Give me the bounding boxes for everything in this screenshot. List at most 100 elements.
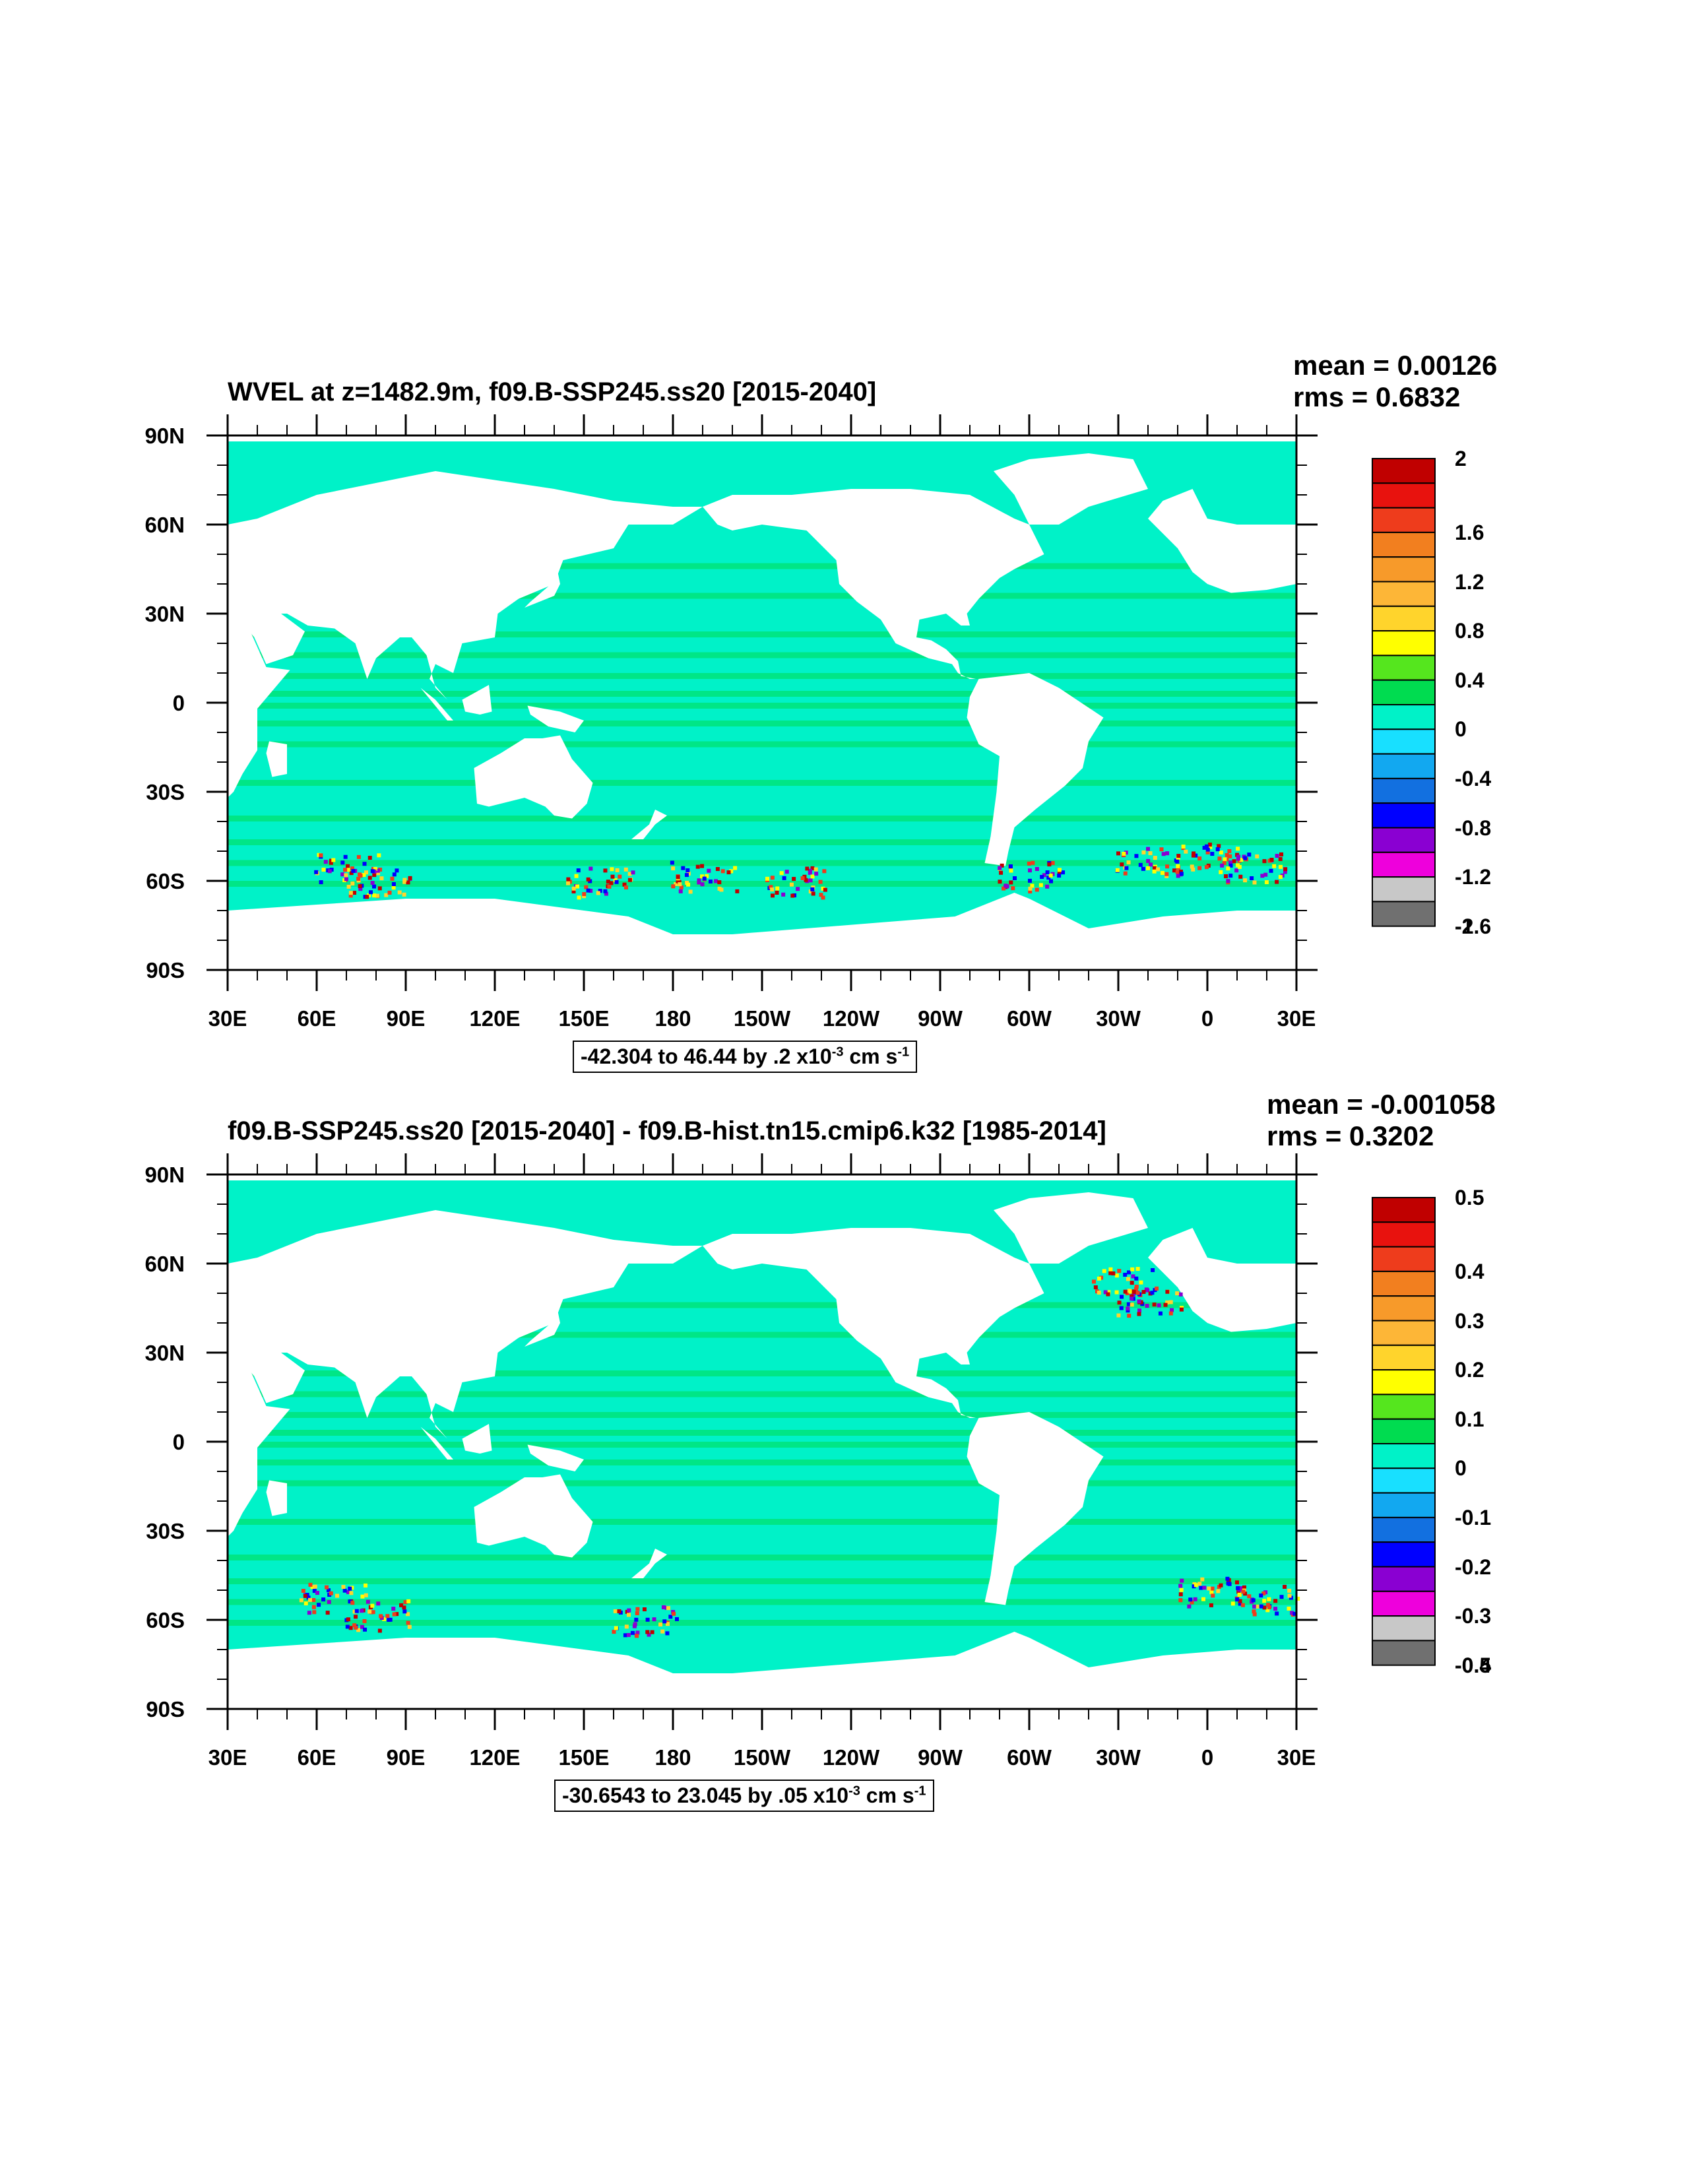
eddy-speck [790,893,795,898]
eddy-speck [606,880,610,884]
eddy-speck [645,1630,650,1634]
eddy-speck [714,879,718,883]
eddy-speck [390,876,395,881]
eddy-speck [1008,864,1013,868]
eddy-speck [632,1624,637,1628]
land [420,688,453,721]
eddy-speck [303,1593,307,1598]
eddy-speck [1235,1597,1240,1602]
eddy-speck [1126,1270,1131,1275]
eddy-speck [775,891,779,895]
eddy-speck [685,868,690,872]
eddy-speck [1097,1291,1101,1295]
eddy-speck [623,1633,627,1638]
land [703,489,1044,679]
eddy-speck [678,882,682,887]
ocean-band [228,1370,1296,1376]
eddy-speck [1197,856,1202,861]
eddy-speck [1215,847,1220,852]
lon-tick-label: 120W [823,1006,880,1031]
eddy-speck [1262,859,1267,864]
eddy-speck [697,880,701,885]
eddy-speck [733,866,738,870]
eddy-speck [388,1617,393,1622]
colorbar-label: -1.6 [1455,914,1492,938]
eddy-speck [1230,1601,1235,1606]
eddy-speck [1208,845,1213,849]
eddy-speck [584,885,589,889]
colorbar-swatch [1372,1516,1436,1543]
ocean-band [228,673,1296,679]
eddy-speck [314,870,319,874]
colorbar-swatch [1372,1344,1436,1371]
eddy-speck [379,876,384,881]
eddy-speck [1091,1279,1096,1284]
land [266,1480,287,1516]
eddy-speck [1190,1600,1194,1605]
lat-tick-label: 60N [144,513,185,537]
lon-tick-label: 30W [1096,1745,1141,1770]
eddy-speck [623,885,628,889]
land [967,1412,1104,1605]
eddy-speck [1287,1593,1292,1598]
colorbar-swatch [1372,1394,1436,1420]
eddy-speck [810,866,815,870]
eddy-speck [707,868,711,873]
eddy-speck [348,893,353,898]
eddy-speck [1122,851,1126,856]
ocean-band [228,1302,1296,1308]
eddy-speck [1275,854,1279,858]
colorbar [1372,458,1436,927]
mean-label: mean = 0.00126 [1293,350,1498,381]
ocean-band [228,1578,1296,1584]
range-exponent: -3 [831,1044,844,1060]
eddy-speck [1134,1276,1139,1281]
land [527,705,584,732]
eddy-speck [1002,886,1006,891]
eddy-speck [1106,1290,1111,1295]
eddy-speck [1180,1578,1184,1583]
eddy-speck [1057,874,1062,878]
eddy-speck [634,1617,639,1622]
lon-tick-label: 90W [918,1006,963,1031]
eddy-speck [301,1588,305,1593]
eddy-speck [329,1591,333,1595]
eddy-speck [1220,863,1225,868]
eddy-speck [642,1607,647,1612]
ocean-band [228,721,1296,726]
eddy-speck [1267,1605,1271,1609]
eddy-speck [408,876,412,880]
eddy-speck [617,1609,621,1613]
eddy-speck [1247,852,1252,857]
eddy-speck [391,885,396,890]
eddy-speck [566,877,571,882]
eddy-speck [1108,1271,1113,1275]
eddy-speck [1176,874,1180,878]
eddy-speck [1165,864,1170,869]
eddy-speck [1031,860,1035,865]
eddy-speck [1134,854,1139,858]
eddy-speck [1038,883,1043,887]
eddy-speck [1046,876,1051,880]
eddy-speck [1225,1576,1230,1581]
eddy-speck [348,1586,352,1591]
eddy-speck [395,1612,399,1617]
eddy-speck [614,1626,618,1630]
eddy-speck [1269,868,1273,873]
eddy-speck [1223,857,1227,862]
eddy-speck [603,868,608,873]
eddy-speck [1137,1299,1141,1304]
eddy-speck [1047,862,1052,867]
eddy-speck [1123,871,1128,876]
eddy-speck [1009,880,1013,885]
eddy-speck [367,856,372,860]
eddy-speck [1138,862,1143,867]
eddy-speck [377,1628,382,1633]
lon-tick-label: 60W [1007,1006,1052,1031]
eddy-speck [1168,1300,1173,1304]
eddy-speck [1236,854,1240,859]
lon-tick-label: 120W [823,1745,880,1770]
eddy-speck [1243,856,1248,860]
eddy-speck [1013,876,1017,880]
ocean-band [228,1555,1296,1560]
